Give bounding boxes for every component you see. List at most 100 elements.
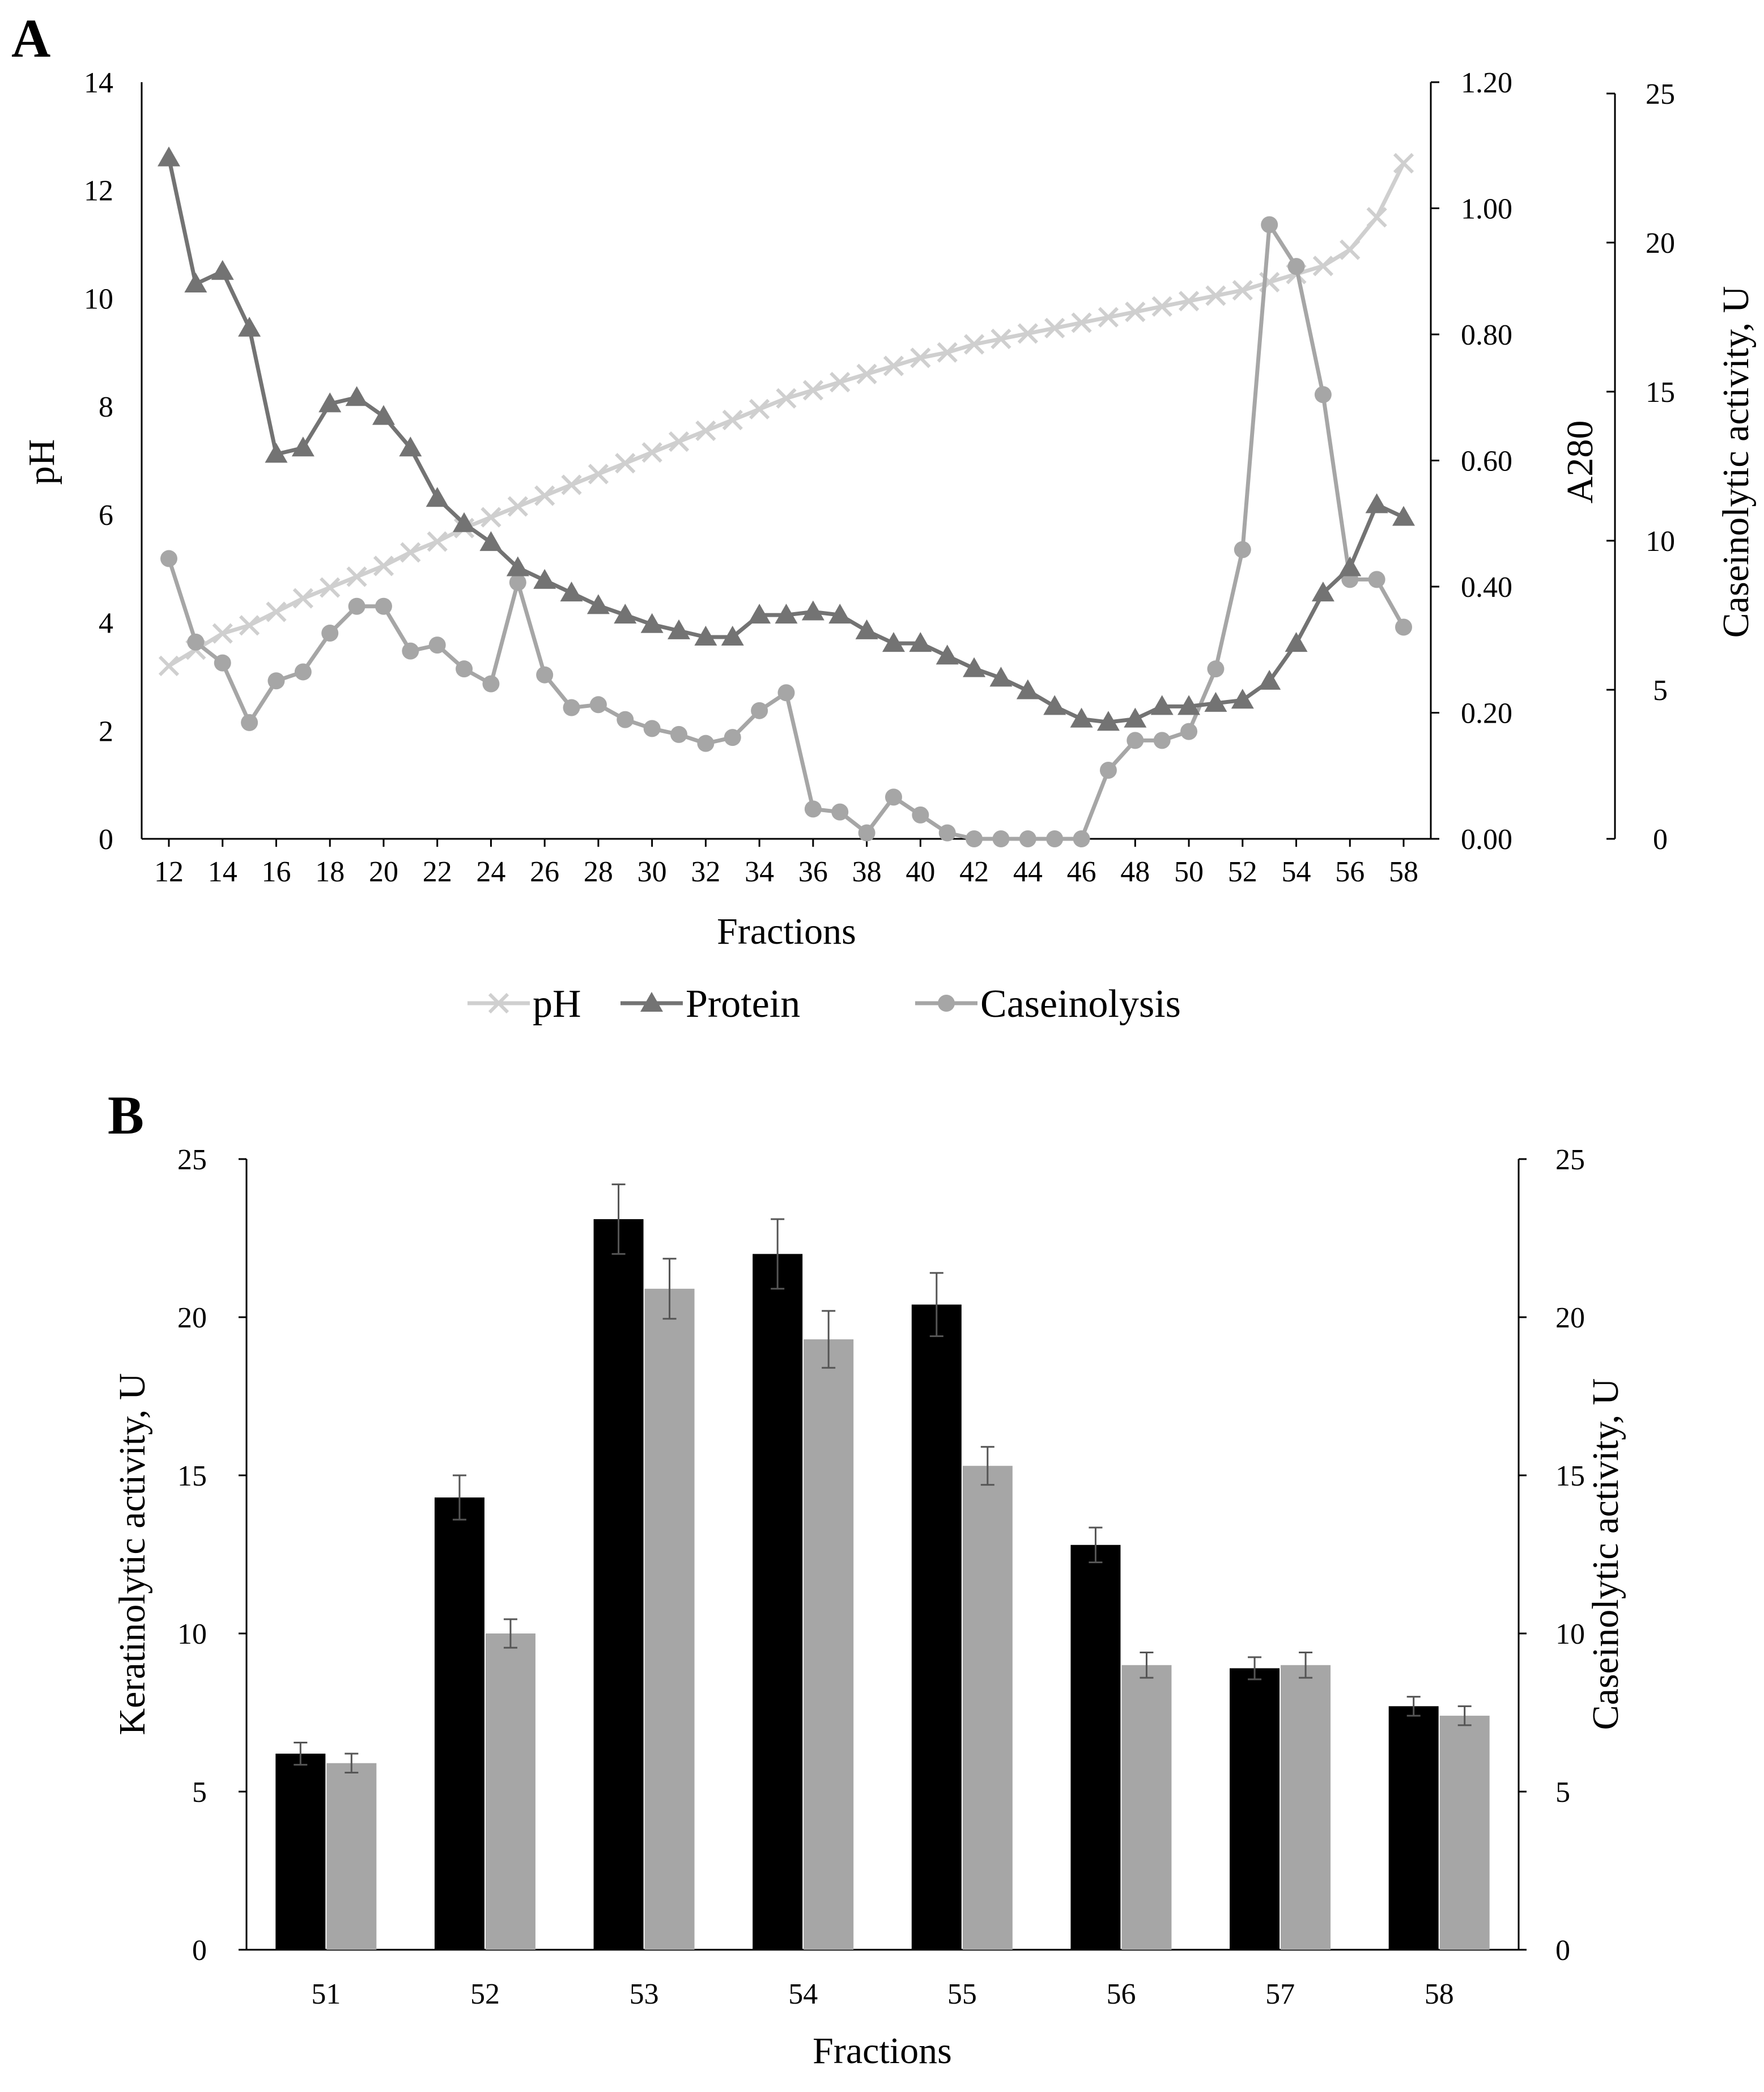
ph-point [1151, 296, 1172, 317]
caseinolysis-point [724, 729, 741, 746]
keratinolytic-tick-label: 15 [177, 1460, 207, 1492]
ph-point [668, 431, 690, 452]
error-bar [452, 1474, 466, 1521]
caseinolysis-point [670, 725, 688, 743]
caseinolytic-tick-label-b: 10 [1555, 1618, 1585, 1650]
ph-point [937, 342, 958, 363]
fraction-tick-label: 14 [208, 856, 237, 888]
ph-point [641, 442, 662, 463]
caseinolysis-point [1395, 618, 1412, 636]
ph-point [1366, 207, 1387, 228]
a280-tick-label: 0.20 [1461, 698, 1512, 730]
protein-line [167, 157, 1405, 724]
caseinolysis-point [1368, 571, 1385, 588]
caseinolysis-point [321, 625, 339, 642]
ph-point [722, 409, 743, 431]
caseinolytic-tick-label: 25 [1646, 78, 1675, 111]
ph-tick-label: 0 [99, 824, 113, 856]
protein-point [184, 273, 207, 292]
error-bar [1248, 1656, 1262, 1681]
protein-point [801, 600, 824, 621]
error-bar [611, 1183, 626, 1255]
caseinolysis-point [1180, 723, 1198, 740]
fraction-tick-label: 30 [637, 856, 667, 888]
keratinolytic-bar [1230, 1668, 1280, 1950]
protein-point [640, 613, 664, 633]
fraction-tick-label: 42 [959, 856, 989, 888]
keratinolytic-tick-label: 5 [192, 1776, 207, 1809]
protein-point [1096, 711, 1120, 731]
a280-tick-label: 0.40 [1461, 571, 1512, 604]
caseinolytic-bar [485, 1633, 535, 1950]
ph-point [830, 372, 851, 393]
error-bar [1299, 1651, 1313, 1679]
category-label: 57 [1265, 1978, 1295, 2010]
error-bar [662, 1258, 677, 1320]
protein-point [1178, 695, 1201, 715]
caseinolytic-tick-label-b: 20 [1555, 1302, 1585, 1334]
error-bar [1406, 1696, 1421, 1717]
legend-ph-marker [488, 992, 509, 1014]
caseinolytic-tick-label: 0 [1653, 824, 1668, 856]
error-bar [822, 1310, 836, 1369]
caseinolysis-point [402, 642, 419, 660]
protein-point [1124, 707, 1147, 728]
fraction-tick-label: 26 [530, 856, 559, 888]
protein-point [238, 316, 261, 337]
protein-point [963, 657, 986, 677]
caseinolysis-point [912, 806, 929, 824]
protein-point [721, 626, 744, 646]
ph-point [588, 464, 609, 485]
caseinolysis-point [643, 720, 661, 737]
fraction-tick-label: 28 [584, 856, 613, 888]
caseinolysis-point [1019, 830, 1036, 847]
caseinolysis-point [1127, 732, 1144, 749]
ph-point [266, 601, 287, 622]
fraction-tick-label: 38 [852, 856, 882, 888]
keratinolytic-tick-label: 25 [177, 1144, 207, 1176]
protein-point [1231, 689, 1254, 709]
ph-point [1071, 312, 1092, 333]
caseinolysis-point [617, 711, 634, 728]
category-label: 56 [1106, 1978, 1136, 2010]
fraction-tick-label: 54 [1282, 856, 1311, 888]
caseinolysis-point [966, 830, 983, 847]
caseinolysis-point [348, 597, 365, 615]
ph-point [615, 453, 636, 474]
fraction-tick-label: 56 [1335, 856, 1365, 888]
ph-point [776, 388, 797, 409]
protein-point [265, 443, 288, 463]
protein-point [586, 594, 610, 614]
keratinolytic-bar [275, 1754, 326, 1950]
fraction-tick-label: 18 [315, 856, 345, 888]
protein-point [1311, 582, 1334, 602]
caseinolysis-point [751, 702, 768, 719]
error-bar [1089, 1526, 1103, 1563]
caseinolysis-point [160, 550, 177, 567]
fraction-tick-label: 50 [1174, 856, 1204, 888]
ph-point [561, 474, 582, 495]
protein-point [668, 619, 691, 639]
ph-point [1232, 280, 1253, 301]
keratinolytic-axis-label: Keratinolytic activity, U [112, 1373, 153, 1735]
keratinolytic-bar [434, 1497, 484, 1950]
caseinolytic-bar [326, 1763, 377, 1950]
caseinolysis-point [509, 574, 526, 591]
caseinolytic-bar [1281, 1665, 1331, 1950]
protein-point [775, 604, 798, 624]
ph-point [507, 496, 528, 517]
ph-point [1178, 291, 1200, 312]
protein-point [399, 436, 422, 457]
category-label: 54 [788, 1978, 818, 2010]
ph-tick-label: 6 [99, 499, 113, 532]
ph-tick-label: 4 [99, 608, 113, 640]
category-label: 58 [1425, 1978, 1454, 2010]
keratinolytic-bar [753, 1254, 803, 1950]
caseinolysis-series [160, 216, 1412, 847]
caseinolysis-point [1287, 258, 1305, 275]
caseinolysis-point [858, 824, 875, 842]
ph-point [1205, 285, 1226, 306]
caseinolytic-tick-label-b: 0 [1555, 1934, 1570, 1967]
category-label: 53 [630, 1978, 659, 2010]
